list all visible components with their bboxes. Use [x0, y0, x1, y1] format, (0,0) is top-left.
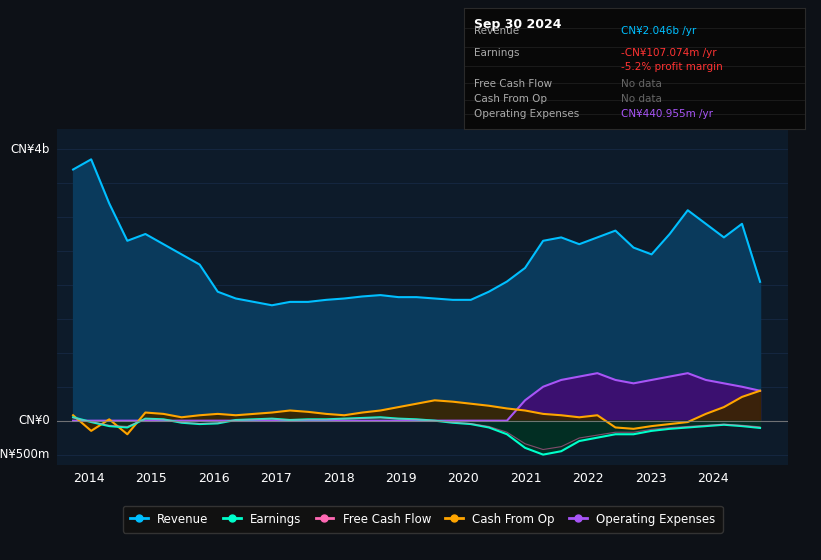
Text: Sep 30 2024: Sep 30 2024 [474, 18, 562, 31]
Text: Cash From Op: Cash From Op [474, 94, 547, 104]
Text: Earnings: Earnings [474, 48, 520, 58]
Text: -CN¥500m: -CN¥500m [0, 448, 50, 461]
Legend: Revenue, Earnings, Free Cash Flow, Cash From Op, Operating Expenses: Revenue, Earnings, Free Cash Flow, Cash … [123, 506, 722, 533]
Text: Revenue: Revenue [474, 26, 519, 36]
Text: -5.2% profit margin: -5.2% profit margin [621, 62, 722, 72]
Text: No data: No data [621, 94, 662, 104]
Text: -CN¥107.074m /yr: -CN¥107.074m /yr [621, 48, 716, 58]
Text: CN¥4b: CN¥4b [11, 143, 50, 156]
Text: No data: No data [621, 80, 662, 89]
Text: Free Cash Flow: Free Cash Flow [474, 80, 553, 89]
Text: CN¥2.046b /yr: CN¥2.046b /yr [621, 26, 696, 36]
Text: CN¥0: CN¥0 [18, 414, 50, 427]
Text: CN¥440.955m /yr: CN¥440.955m /yr [621, 109, 713, 119]
Text: Operating Expenses: Operating Expenses [474, 109, 580, 119]
